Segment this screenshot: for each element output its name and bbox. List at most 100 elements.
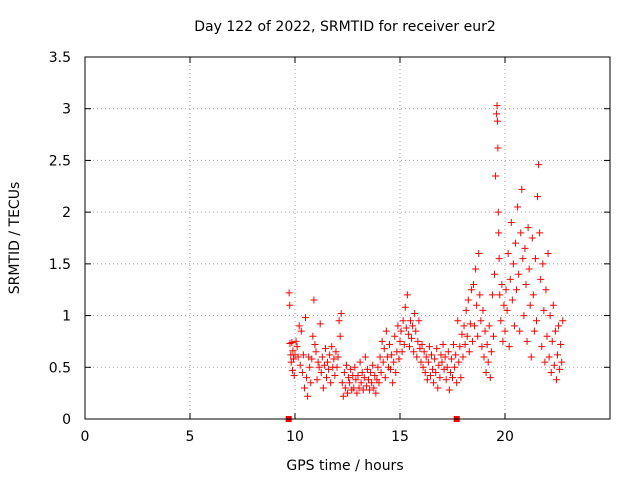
data-point — [354, 372, 362, 380]
data-point — [529, 291, 537, 299]
x-tick-label: 10 — [286, 429, 304, 445]
data-point — [505, 343, 513, 351]
data-point — [439, 341, 447, 349]
data-point — [535, 161, 543, 169]
data-point — [297, 327, 305, 335]
data-point — [290, 372, 298, 380]
data-point — [302, 314, 309, 322]
data-point — [417, 358, 425, 366]
data-point — [493, 102, 501, 110]
data-point — [337, 310, 345, 318]
data-point — [374, 363, 382, 371]
data-point — [473, 301, 481, 309]
data-point — [394, 322, 402, 330]
data-point — [320, 361, 328, 369]
data-point — [357, 379, 365, 387]
data-point — [416, 345, 424, 353]
data-point — [314, 358, 322, 366]
data-point — [286, 339, 294, 347]
data-point — [317, 368, 325, 376]
data-point — [537, 275, 545, 283]
x-tick-label: 0 — [81, 429, 90, 445]
data-point — [512, 239, 519, 247]
data-point — [447, 355, 455, 363]
data-point — [413, 353, 421, 361]
data-point — [387, 365, 395, 373]
y-tick-label: 0.5 — [49, 360, 71, 376]
data-point — [436, 374, 444, 382]
data-point — [494, 208, 502, 216]
data-point — [468, 337, 476, 345]
data-point — [346, 379, 354, 387]
data-point — [290, 355, 298, 363]
data-point — [316, 320, 324, 328]
data-point — [407, 317, 414, 325]
data-point — [461, 341, 469, 349]
data-point — [388, 351, 396, 359]
data-point — [483, 341, 491, 349]
data-point — [371, 372, 379, 380]
data-point — [318, 353, 326, 361]
data-point — [465, 348, 473, 356]
data-point — [382, 327, 390, 335]
data-point — [443, 363, 451, 371]
data-point — [456, 343, 464, 351]
data-point — [340, 368, 348, 376]
data-point — [530, 327, 538, 335]
x-tick-label: 15 — [391, 429, 409, 445]
data-point — [498, 281, 506, 289]
data-point — [551, 327, 559, 335]
data-point — [366, 386, 374, 394]
data-point — [336, 332, 344, 340]
data-point — [325, 365, 333, 373]
data-point — [286, 301, 294, 309]
data-point — [309, 332, 317, 340]
data-point — [424, 358, 432, 366]
data-point — [543, 332, 551, 340]
data-point — [428, 351, 435, 359]
data-point — [431, 355, 439, 363]
data-point — [477, 317, 485, 325]
data-point — [462, 306, 470, 314]
data-point — [540, 306, 548, 314]
data-point — [479, 306, 487, 314]
data-point — [476, 291, 484, 299]
data-point — [444, 348, 452, 356]
data-point — [323, 374, 330, 382]
data-point — [467, 286, 475, 294]
data-point — [514, 203, 522, 211]
data-point — [536, 229, 544, 237]
data-point — [398, 348, 406, 356]
data-point — [504, 250, 512, 258]
data-point — [308, 355, 316, 363]
data-point — [352, 376, 360, 384]
data-point — [522, 281, 530, 289]
y-tick-label: 1 — [62, 309, 71, 325]
data-point — [531, 255, 539, 263]
data-point — [480, 353, 488, 361]
data-point — [353, 389, 361, 397]
data-point — [460, 322, 468, 330]
data-point — [422, 353, 430, 361]
data-point — [515, 270, 523, 278]
data-point — [405, 343, 413, 351]
data-point — [313, 376, 321, 384]
data-point — [341, 384, 349, 392]
y-tick-label: 1.5 — [49, 257, 71, 273]
data-point — [521, 244, 529, 252]
data-point — [310, 296, 318, 304]
data-point — [494, 144, 502, 152]
data-point — [534, 193, 542, 201]
data-point — [370, 384, 378, 392]
data-point — [378, 337, 386, 345]
data-point — [315, 363, 323, 371]
x-tick-label: 20 — [496, 429, 514, 445]
data-point — [359, 386, 367, 394]
data-point — [304, 392, 312, 400]
data-point — [538, 343, 546, 351]
data-point — [450, 341, 458, 349]
data-point — [379, 358, 387, 366]
data-point — [377, 368, 385, 376]
data-point — [525, 265, 533, 273]
data-point — [360, 374, 368, 382]
